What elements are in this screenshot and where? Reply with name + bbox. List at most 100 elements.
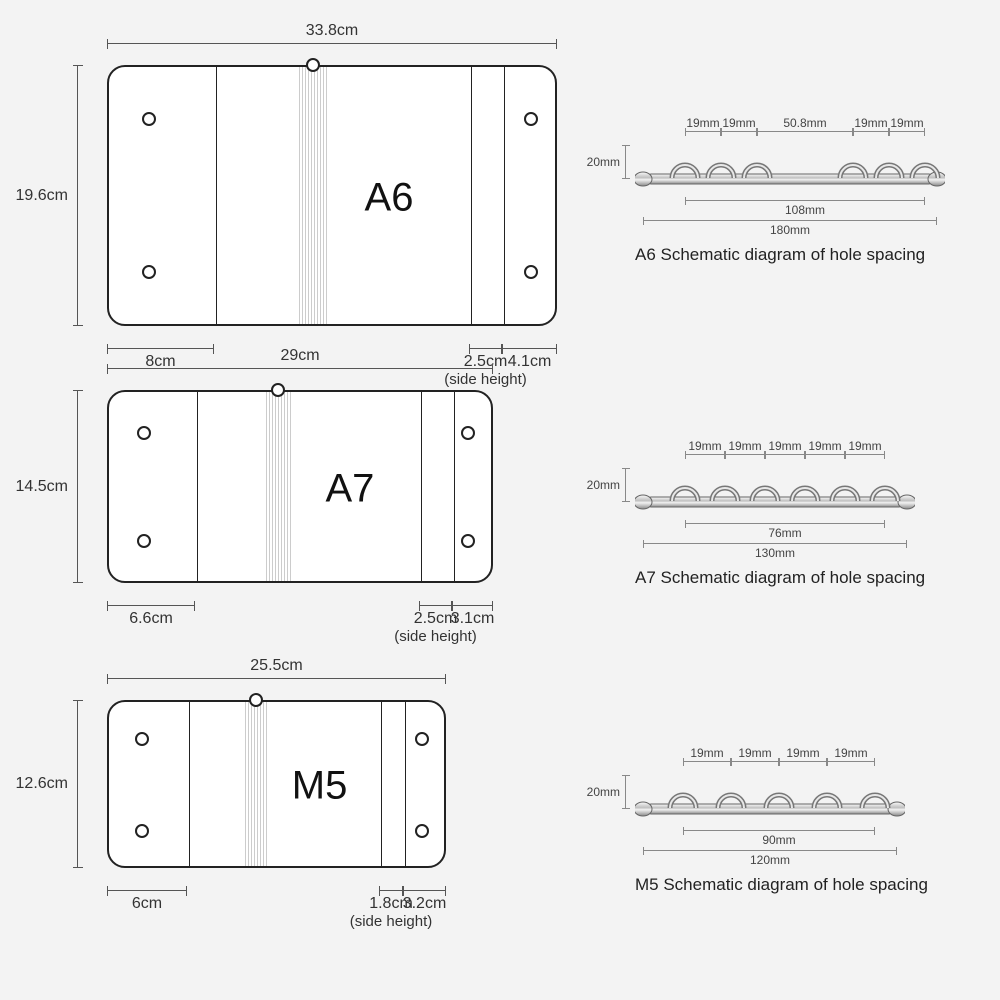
dim-flap: 6cm [107, 890, 187, 891]
punch-hole [142, 265, 156, 279]
spine-band [245, 702, 269, 866]
dim-ring-gap: 19mm [685, 454, 725, 455]
dim-ring-gap-label: 19mm [808, 439, 841, 453]
dim-edge-label: 3.2cm [403, 895, 447, 913]
dim-ring-gap: 19mm [889, 131, 925, 132]
dim-edge: 4.1cm [502, 348, 557, 349]
dim-width-label: 29cm [280, 347, 319, 365]
dim-ring-gap: 19mm [765, 454, 805, 455]
fold-line [381, 702, 382, 866]
punch-hole [524, 112, 538, 126]
dim-inner-width: 108mm [685, 200, 925, 201]
punch-hole [415, 732, 429, 746]
fold-line [405, 702, 406, 866]
dim-total-width: 120mm [643, 850, 897, 851]
dim-mech-height-label: 20mm [587, 155, 620, 169]
dim-ring-gap-label: 19mm [848, 439, 881, 453]
spine-band [266, 392, 292, 581]
dim-height: 14.5cm [77, 390, 78, 583]
punch-hole [142, 112, 156, 126]
dim-flap: 8cm [107, 348, 214, 349]
ring-mechanism-m5: 19mm19mm19mm19mm20mm90mm120mmM5 Schemati… [635, 755, 905, 895]
dim-inner-width-label: 108mm [785, 203, 825, 217]
punch-hole [137, 534, 151, 548]
dim-flap-label: 6.6cm [129, 610, 173, 628]
cover-a6: A6 [107, 65, 557, 326]
dim-mech-height: 20mm [625, 775, 626, 809]
ring-mechanism-a6: 19mm19mm50.8mm19mm19mm20mm108mm180mmA6 S… [635, 125, 945, 265]
dim-ring-gap: 19mm [725, 454, 765, 455]
side-height-note: (side height) [394, 628, 477, 645]
mech-caption: A7 Schematic diagram of hole spacing [635, 568, 925, 588]
punch-hole [137, 426, 151, 440]
fold-line [471, 67, 472, 324]
cover-a7: A7 [107, 390, 493, 583]
ring-mechanism-a7: 19mm19mm19mm19mm19mm20mm76mm130mmA7 Sche… [635, 448, 915, 588]
dim-ring-gap-label: 19mm [786, 746, 819, 760]
dim-total-width-label: 120mm [750, 853, 790, 867]
ring-mechanism-svg [635, 770, 905, 820]
ring-mechanism-svg [635, 463, 915, 513]
dim-ring-gap-label: 19mm [834, 746, 867, 760]
size-label: M5 [292, 764, 348, 809]
dim-ring-gap: 19mm [721, 131, 757, 132]
fold-line [504, 67, 505, 324]
dim-ring-gap-label: 19mm [768, 439, 801, 453]
dim-edge: 3.2cm [403, 890, 446, 891]
fold-line [454, 392, 455, 581]
dim-flap-label: 6cm [132, 895, 162, 913]
dim-inner-width: 76mm [685, 523, 885, 524]
punch-hole [415, 824, 429, 838]
dim-width: 33.8cm [107, 43, 557, 44]
punch-hole [135, 732, 149, 746]
dim-ring-gap-label: 19mm [728, 439, 761, 453]
dim-ring-gap: 19mm [805, 454, 845, 455]
dim-ring-gap: 50.8mm [757, 131, 853, 132]
punch-hole [461, 426, 475, 440]
dim-mech-height-label: 20mm [587, 478, 620, 492]
dim-ring-gap: 19mm [779, 761, 827, 762]
dim-height: 19.6cm [77, 65, 78, 326]
dim-edge-label: 4.1cm [508, 353, 552, 371]
dim-ring-gap-label: 19mm [690, 746, 723, 760]
dim-ring-gap: 19mm [827, 761, 875, 762]
dim-ring-gap-label: 19mm [854, 116, 887, 130]
dim-total-width-label: 180mm [770, 223, 810, 237]
dim-width: 29cm [107, 368, 493, 369]
dim-ring-gap-label: 19mm [688, 439, 721, 453]
dim-ring-gap: 19mm [731, 761, 779, 762]
dim-total-width: 130mm [643, 543, 907, 544]
dim-height-label: 12.6cm [16, 775, 68, 793]
dim-ring-gap-label: 19mm [890, 116, 923, 130]
dim-ring-gap: 19mm [685, 131, 721, 132]
dim-ring-gap: 19mm [683, 761, 731, 762]
side-height-note: (side height) [444, 371, 527, 388]
punch-hole [135, 824, 149, 838]
dim-mech-height-label: 20mm [587, 785, 620, 799]
dim-height-label: 19.6cm [16, 187, 68, 205]
mech-caption: A6 Schematic diagram of hole spacing [635, 245, 925, 265]
size-label: A6 [365, 175, 414, 220]
dim-ring-gap: 19mm [853, 131, 889, 132]
dim-total-width-label: 130mm [755, 546, 795, 560]
dim-ring-gap-label: 19mm [722, 116, 755, 130]
dim-edge-label: 3.1cm [451, 610, 495, 628]
dim-width: 25.5cm [107, 678, 446, 679]
fold-line [189, 702, 190, 866]
fold-line [421, 392, 422, 581]
fold-line [216, 67, 217, 324]
dim-width-label: 33.8cm [306, 22, 358, 40]
spine-band [299, 67, 329, 324]
dim-mech-height: 20mm [625, 145, 626, 179]
snap-button [249, 693, 263, 707]
dim-inner-width: 90mm [683, 830, 875, 831]
punch-hole [524, 265, 538, 279]
size-label: A7 [325, 466, 374, 511]
dim-spine: 1.8cm(side height) [379, 890, 403, 891]
dim-height: 12.6cm [77, 700, 78, 868]
dim-spine: 2.5cm(side height) [469, 348, 502, 349]
dim-inner-width-label: 90mm [762, 833, 795, 847]
dim-inner-width-label: 76mm [768, 526, 801, 540]
dim-height-label: 14.5cm [16, 478, 68, 496]
dim-spine: 2.5cm(side height) [419, 605, 452, 606]
